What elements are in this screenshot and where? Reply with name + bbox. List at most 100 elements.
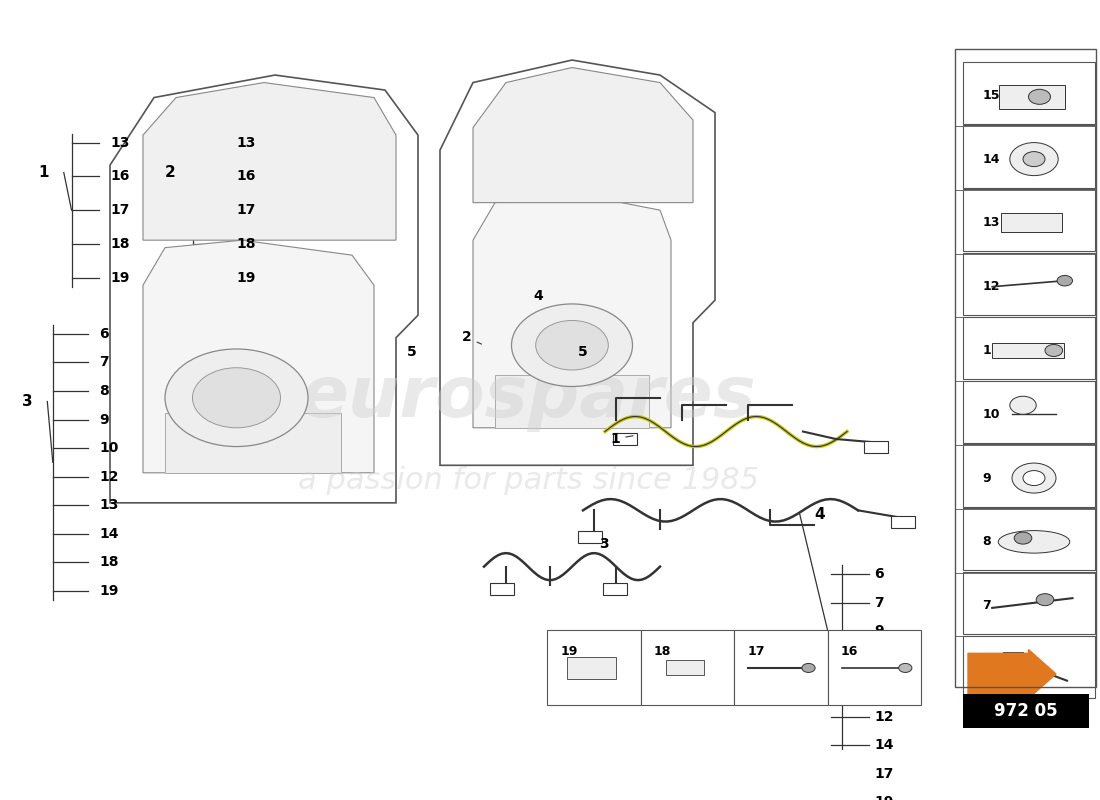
Text: 7: 7 xyxy=(982,599,991,612)
Text: 7: 7 xyxy=(99,355,109,370)
Text: 7: 7 xyxy=(874,596,884,610)
FancyBboxPatch shape xyxy=(613,433,637,445)
Text: 13: 13 xyxy=(110,135,130,150)
Text: 6: 6 xyxy=(99,327,109,341)
Text: 14: 14 xyxy=(982,153,1000,166)
FancyBboxPatch shape xyxy=(864,441,888,453)
FancyBboxPatch shape xyxy=(165,413,341,473)
FancyBboxPatch shape xyxy=(962,253,1094,315)
FancyBboxPatch shape xyxy=(962,694,1089,728)
Circle shape xyxy=(1014,532,1032,544)
Text: 19: 19 xyxy=(874,795,894,800)
Text: 18: 18 xyxy=(99,555,119,569)
FancyBboxPatch shape xyxy=(1001,213,1062,232)
FancyBboxPatch shape xyxy=(962,126,1094,188)
Text: 19: 19 xyxy=(561,646,578,658)
Polygon shape xyxy=(110,75,418,503)
Text: 10: 10 xyxy=(982,408,1000,421)
Circle shape xyxy=(899,663,912,673)
FancyBboxPatch shape xyxy=(962,636,1094,698)
Text: 3: 3 xyxy=(22,394,33,409)
Text: 12: 12 xyxy=(99,470,119,483)
Circle shape xyxy=(1028,90,1050,104)
Text: 13: 13 xyxy=(236,135,256,150)
Text: 10: 10 xyxy=(99,441,119,455)
Polygon shape xyxy=(473,67,693,202)
Text: 19: 19 xyxy=(236,270,256,285)
Text: 9: 9 xyxy=(99,413,109,426)
Text: 16: 16 xyxy=(842,646,858,658)
Text: 5: 5 xyxy=(407,346,417,359)
Polygon shape xyxy=(143,240,374,473)
FancyBboxPatch shape xyxy=(891,515,915,527)
Text: 14: 14 xyxy=(874,738,894,752)
FancyBboxPatch shape xyxy=(962,444,1094,506)
FancyBboxPatch shape xyxy=(1003,652,1023,666)
Circle shape xyxy=(1023,152,1045,166)
Circle shape xyxy=(536,321,608,370)
Text: 17: 17 xyxy=(110,203,130,217)
FancyBboxPatch shape xyxy=(992,343,1064,358)
Circle shape xyxy=(1045,345,1063,357)
Ellipse shape xyxy=(999,530,1069,553)
Text: 18: 18 xyxy=(110,237,130,251)
Text: 13: 13 xyxy=(982,216,1000,230)
Text: 4: 4 xyxy=(814,506,825,522)
Text: 6: 6 xyxy=(874,567,884,581)
FancyBboxPatch shape xyxy=(666,661,704,675)
Text: 1: 1 xyxy=(39,165,50,180)
Text: 15: 15 xyxy=(982,89,1000,102)
Text: 1: 1 xyxy=(610,432,634,446)
FancyBboxPatch shape xyxy=(962,508,1094,570)
Circle shape xyxy=(1057,275,1072,286)
Text: 12: 12 xyxy=(874,710,894,724)
FancyBboxPatch shape xyxy=(495,375,649,428)
Circle shape xyxy=(165,349,308,446)
FancyBboxPatch shape xyxy=(566,657,616,679)
FancyBboxPatch shape xyxy=(828,630,922,706)
Text: 5: 5 xyxy=(578,346,587,359)
Text: 19: 19 xyxy=(110,270,130,285)
Text: 19: 19 xyxy=(99,584,119,598)
FancyBboxPatch shape xyxy=(640,630,735,706)
Text: 17: 17 xyxy=(874,766,894,781)
Text: 10: 10 xyxy=(874,653,894,666)
Circle shape xyxy=(1012,463,1056,493)
Text: 2: 2 xyxy=(165,165,176,180)
Circle shape xyxy=(192,368,280,428)
FancyBboxPatch shape xyxy=(962,572,1094,634)
Text: eurospares: eurospares xyxy=(299,363,757,432)
Text: 9: 9 xyxy=(874,624,884,638)
Polygon shape xyxy=(143,82,396,240)
Text: 16: 16 xyxy=(110,170,130,183)
Text: 11: 11 xyxy=(982,344,1000,357)
Text: 11: 11 xyxy=(874,682,894,695)
Text: 8: 8 xyxy=(982,535,991,548)
Text: 12: 12 xyxy=(982,280,1000,293)
Text: 4: 4 xyxy=(534,289,543,303)
Text: 9: 9 xyxy=(982,471,991,485)
Text: a passion for parts since 1985: a passion for parts since 1985 xyxy=(297,466,759,495)
Polygon shape xyxy=(473,195,671,428)
FancyBboxPatch shape xyxy=(962,317,1094,379)
FancyBboxPatch shape xyxy=(548,630,640,706)
Text: 18: 18 xyxy=(236,237,256,251)
Text: 2: 2 xyxy=(462,330,482,345)
Text: 13: 13 xyxy=(99,498,119,512)
Circle shape xyxy=(1010,142,1058,176)
Circle shape xyxy=(512,304,632,386)
Text: 972 05: 972 05 xyxy=(994,702,1057,721)
Circle shape xyxy=(1036,594,1054,606)
Text: 16: 16 xyxy=(236,170,256,183)
FancyBboxPatch shape xyxy=(735,630,827,706)
Text: 17: 17 xyxy=(236,203,256,217)
Text: 8: 8 xyxy=(99,384,109,398)
Circle shape xyxy=(1023,470,1045,486)
FancyBboxPatch shape xyxy=(490,583,514,595)
Text: 18: 18 xyxy=(653,646,671,658)
FancyBboxPatch shape xyxy=(603,583,627,595)
FancyBboxPatch shape xyxy=(962,62,1094,124)
Text: 6: 6 xyxy=(982,663,991,676)
FancyBboxPatch shape xyxy=(578,530,602,542)
FancyBboxPatch shape xyxy=(962,189,1094,251)
